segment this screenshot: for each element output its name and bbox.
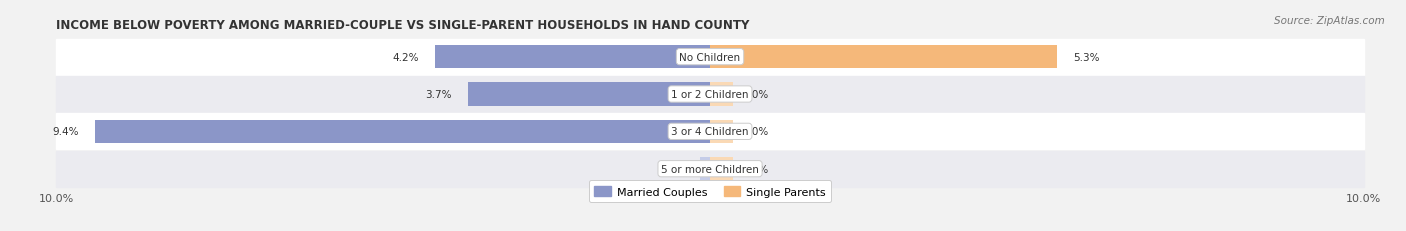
Text: 0.0%: 0.0%: [742, 164, 769, 174]
Text: 9.4%: 9.4%: [52, 127, 79, 137]
Bar: [710, 120, 733, 143]
Bar: [710, 83, 733, 106]
Text: 1 or 2 Children: 1 or 2 Children: [671, 90, 749, 100]
Text: 5.3%: 5.3%: [1073, 52, 1099, 62]
Bar: [56, 77, 1364, 112]
Text: 0.0%: 0.0%: [742, 127, 769, 137]
Bar: [710, 158, 733, 180]
Text: 3.7%: 3.7%: [425, 90, 451, 100]
Text: 0.0%: 0.0%: [742, 90, 769, 100]
Text: 5 or more Children: 5 or more Children: [661, 164, 759, 174]
Text: No Children: No Children: [679, 52, 741, 62]
Bar: [700, 158, 710, 180]
Text: 3 or 4 Children: 3 or 4 Children: [671, 127, 749, 137]
Bar: [56, 40, 1364, 75]
Bar: [436, 46, 710, 69]
Text: Source: ZipAtlas.com: Source: ZipAtlas.com: [1274, 16, 1385, 26]
Bar: [56, 114, 1364, 150]
Bar: [56, 151, 1364, 187]
Bar: [96, 120, 710, 143]
Legend: Married Couples, Single Parents: Married Couples, Single Parents: [589, 180, 831, 202]
Text: 4.2%: 4.2%: [392, 52, 419, 62]
Bar: [710, 46, 1056, 69]
Bar: [468, 83, 710, 106]
Text: 0.0%: 0.0%: [668, 164, 693, 174]
Text: INCOME BELOW POVERTY AMONG MARRIED-COUPLE VS SINGLE-PARENT HOUSEHOLDS IN HAND CO: INCOME BELOW POVERTY AMONG MARRIED-COUPL…: [56, 19, 749, 32]
